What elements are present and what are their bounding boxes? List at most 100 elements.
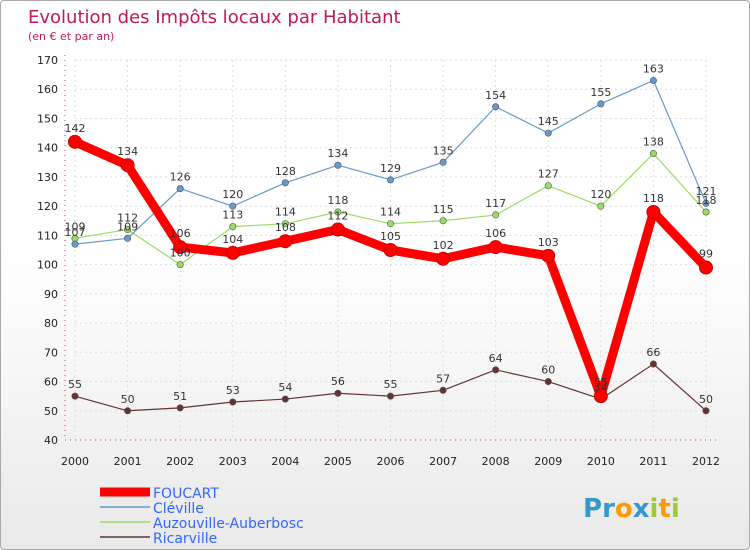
x-tick-label-2004: 2004 — [271, 455, 299, 468]
data-label-2004: 128 — [275, 165, 296, 178]
x-tick-label-2010: 2010 — [587, 455, 615, 468]
logo-letter: t — [658, 494, 670, 524]
data-point-2011 — [649, 76, 657, 84]
data-label-2011: 138 — [643, 136, 664, 149]
data-point-2002 — [176, 404, 184, 412]
data-label-2000: 109 — [65, 220, 86, 233]
data-point-2009 — [544, 378, 552, 386]
x-tick-label-2011: 2011 — [639, 455, 667, 468]
data-point-2005 — [334, 208, 342, 216]
data-point-2004 — [278, 234, 293, 249]
data-label-2007: 57 — [436, 372, 450, 385]
data-label-2008: 64 — [489, 352, 503, 365]
data-label-2010: 120 — [590, 188, 611, 201]
legend-item-ricarville: Ricarville — [100, 531, 217, 547]
data-label-2009: 127 — [538, 168, 559, 181]
data-point-2000 — [68, 134, 82, 149]
x-tick-label-2008: 2008 — [482, 455, 510, 468]
data-label-2002: 100 — [170, 247, 191, 260]
data-label-2003: 104 — [222, 233, 243, 246]
y-tick-label-100: 100 — [37, 259, 58, 272]
y-tick-label-140: 140 — [37, 142, 58, 155]
data-point-2001 — [124, 234, 132, 242]
data-label-2010: 55 — [594, 376, 608, 389]
logo-letter: i — [671, 494, 680, 524]
x-tick-label-2009: 2009 — [534, 455, 562, 468]
series-auzouville-auberbosc — [71, 150, 710, 269]
logo-letter: P — [583, 494, 602, 524]
data-label-2003: 120 — [222, 188, 243, 201]
data-point-2009 — [544, 129, 552, 137]
data-label-2012: 50 — [699, 393, 713, 406]
y-tick-label-110: 110 — [37, 229, 58, 242]
x-tick-label-2007: 2007 — [429, 455, 457, 468]
series-layer — [68, 76, 713, 415]
y-tick-label-170: 170 — [37, 54, 58, 67]
data-point-2006 — [386, 176, 394, 184]
data-label-2004: 114 — [275, 206, 296, 219]
data-point-2008 — [492, 211, 500, 219]
y-tick-label-60: 60 — [44, 376, 58, 389]
logo-text: Proxiti — [583, 494, 680, 524]
x-tick-label-2012: 2012 — [692, 455, 720, 468]
data-point-2003 — [229, 202, 237, 210]
data-label-2004: 108 — [275, 221, 296, 234]
data-point-2012 — [699, 260, 713, 275]
data-point-2001 — [124, 407, 132, 415]
y-tick-label-120: 120 — [37, 200, 58, 213]
data-label-2009: 60 — [541, 364, 555, 377]
x-tick-label-2000: 2000 — [61, 455, 89, 468]
data-point-2012 — [702, 208, 710, 216]
data-point-2003 — [225, 245, 240, 260]
data-label-2009: 103 — [538, 236, 559, 249]
data-label-2011: 66 — [646, 346, 660, 359]
data-point-2008 — [492, 103, 500, 111]
legend-label: Auzouville-Auberbosc — [153, 516, 304, 532]
data-point-2006 — [386, 220, 394, 228]
legend-item-foucart: FOUCART — [100, 486, 219, 502]
data-label-2001: 112 — [117, 212, 138, 225]
data-label-2001: 109 — [117, 220, 138, 233]
chart-subtitle: (en € et par an) — [28, 30, 114, 43]
data-point-2001 — [120, 158, 135, 173]
data-point-2008 — [488, 240, 503, 255]
data-point-2002 — [176, 261, 184, 269]
logo-letter: x — [633, 494, 650, 524]
data-point-2007 — [439, 386, 447, 394]
legend-item-cl-ville: Cléville — [100, 501, 204, 517]
data-point-2005 — [334, 161, 342, 169]
logo-letter: i — [650, 494, 659, 524]
data-point-2007 — [439, 217, 447, 225]
data-point-2012 — [702, 407, 710, 415]
data-label-2006: 129 — [380, 162, 401, 175]
legend: FOUCARTClévilleAuzouville-AuberboscRicar… — [100, 486, 304, 547]
data-label-2007: 135 — [433, 144, 454, 157]
data-point-2002 — [173, 240, 188, 255]
data-label-2010: 155 — [590, 86, 611, 99]
data-label-2005: 56 — [331, 375, 345, 388]
data-point-2000 — [71, 240, 79, 248]
data-label-2005: 134 — [327, 147, 348, 160]
data-label-2007: 115 — [433, 203, 454, 216]
data-label-2005: 118 — [327, 194, 348, 207]
data-label-2004: 54 — [278, 381, 292, 394]
data-point-2005 — [330, 222, 345, 237]
data-point-2009 — [544, 182, 552, 190]
data-label-2001: 134 — [117, 145, 138, 158]
data-label-2005: 112 — [327, 210, 348, 223]
data-label-2008: 117 — [485, 197, 506, 210]
x-tick-label-2001: 2001 — [114, 455, 142, 468]
chart-title: Evolution des Impôts locaux par Habitant — [28, 7, 401, 28]
data-point-2004 — [281, 395, 289, 403]
legend-label: Ricarville — [153, 531, 217, 547]
logo-letter: r — [602, 494, 615, 524]
y-tick-label-160: 160 — [37, 83, 58, 96]
legend-item-auzouville-auberbosc: Auzouville-Auberbosc — [100, 516, 304, 532]
legend-label: Cléville — [153, 501, 204, 517]
data-point-2012 — [702, 199, 710, 207]
data-point-2010 — [597, 100, 605, 108]
data-label-2008: 106 — [485, 227, 506, 240]
data-point-2007 — [439, 158, 447, 166]
data-point-2010 — [597, 202, 605, 210]
